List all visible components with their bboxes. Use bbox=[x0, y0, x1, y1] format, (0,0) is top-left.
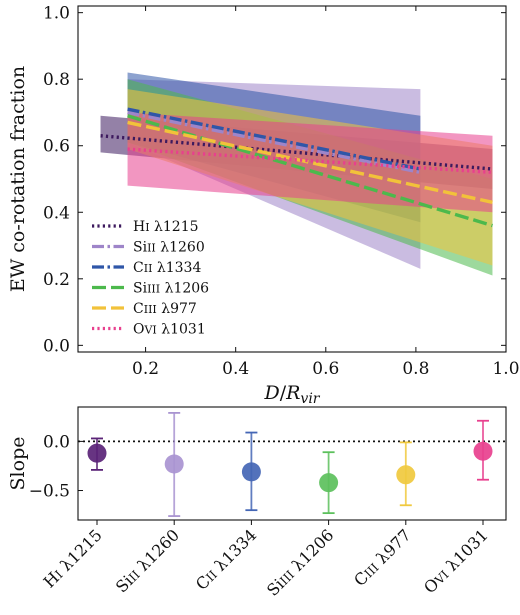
legend-label-3: CII λ1334 bbox=[133, 260, 201, 276]
line-series-6 bbox=[127, 147, 493, 175]
band-series-6 bbox=[127, 112, 493, 213]
slope-marker bbox=[164, 454, 184, 474]
legend-label-6: OVI λ1031 bbox=[133, 322, 206, 338]
category-label-2: SiII λ1260 bbox=[112, 525, 183, 596]
slope-marker bbox=[473, 441, 493, 461]
x-tick-label: 0.8 bbox=[402, 359, 429, 379]
slope-marker bbox=[87, 443, 107, 463]
y-tick-label: 0.8 bbox=[43, 70, 70, 90]
slope-point-2 bbox=[164, 411, 184, 517]
slope-marker bbox=[319, 473, 339, 493]
slope-point-5 bbox=[396, 441, 416, 507]
line-series-5 bbox=[127, 120, 493, 204]
top-panel: 0.2 0.4 0.6 0.8 1.0 0.0 0.2 0.4 0.6 0.8 1.0 D/Rvir E… bbox=[7, 4, 520, 407]
legend-label-1: HI λ1215 bbox=[133, 219, 199, 235]
legend-label-4: SiIII λ1206 bbox=[133, 281, 209, 297]
y-tick-label: 1.0 bbox=[43, 4, 70, 24]
legend-label-2: SiII λ1260 bbox=[133, 240, 205, 256]
y-tick-label: 0.0 bbox=[43, 432, 70, 452]
x-tick-label: 1.0 bbox=[492, 359, 519, 379]
slope-point-3 bbox=[241, 431, 261, 512]
y-tick-label: −0.5 bbox=[29, 482, 70, 502]
category-label-1: HI λ1215 bbox=[40, 525, 106, 591]
y-tick-label: 0.2 bbox=[43, 270, 70, 290]
category-label-6: OVI λ1031 bbox=[420, 525, 492, 597]
slope-point-4 bbox=[319, 451, 339, 515]
x-tick-label: 0.4 bbox=[222, 359, 249, 379]
x-tick-label: 0.6 bbox=[312, 359, 339, 379]
x-axis-title: D/Rvir bbox=[263, 382, 320, 407]
plot-frame-top bbox=[77, 5, 507, 353]
y-axis-title: EW co-rotation fraction bbox=[7, 66, 29, 292]
line-series-2 bbox=[127, 110, 421, 175]
x-tick-label: 0.2 bbox=[132, 359, 159, 379]
line-series-1 bbox=[100, 134, 493, 171]
slope-marker bbox=[241, 462, 261, 482]
plot-frame-bottom bbox=[77, 406, 507, 521]
y-axis-title-slope: Slope bbox=[7, 437, 29, 491]
legend: HI λ1215 SiII λ1260 CII λ1334 SiIII λ1206 CI… bbox=[92, 219, 209, 338]
slope-marker bbox=[396, 465, 416, 485]
y-tick-label: 0.0 bbox=[43, 336, 70, 356]
slope-point-6 bbox=[473, 419, 493, 481]
category-label-3: CII λ1334 bbox=[192, 525, 260, 593]
category-label-5: CIII λ977 bbox=[350, 525, 415, 590]
slope-point-1 bbox=[87, 437, 107, 471]
line-series-3 bbox=[127, 107, 421, 171]
y-tick-label: 0.6 bbox=[43, 137, 70, 157]
y-tick-label: 0.4 bbox=[43, 203, 70, 223]
legend-label-5: CIII λ977 bbox=[133, 301, 197, 317]
category-label-4: SiIII λ1206 bbox=[263, 525, 337, 599]
